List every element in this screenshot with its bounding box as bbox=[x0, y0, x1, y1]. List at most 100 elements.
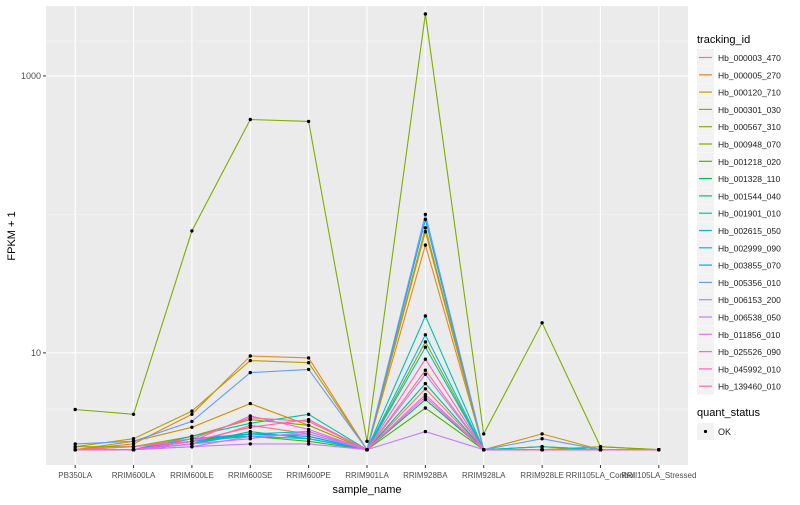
data-point bbox=[306, 434, 311, 438]
data-point bbox=[248, 117, 252, 122]
data-point bbox=[306, 423, 311, 427]
legend-label: Hb_002615_050 bbox=[718, 226, 781, 236]
legend-label: Hb_000567_310 bbox=[718, 122, 781, 132]
legend-label: Hb_001901_010 bbox=[718, 209, 781, 219]
data-point bbox=[190, 445, 194, 449]
data-point bbox=[190, 425, 194, 429]
y-tick-label: 1000 bbox=[21, 71, 41, 81]
legend-label: Hb_006538_050 bbox=[718, 313, 781, 323]
legend-label: Hb_001218_020 bbox=[718, 157, 781, 167]
legend-label: Hb_011856_010 bbox=[718, 330, 781, 340]
data-point bbox=[423, 333, 428, 337]
legend-label: Hb_006153_200 bbox=[718, 295, 781, 305]
data-point bbox=[131, 448, 136, 452]
data-point bbox=[423, 395, 428, 399]
legend-label: Hb_003855_070 bbox=[718, 261, 781, 271]
data-point bbox=[73, 442, 77, 446]
data-point bbox=[423, 340, 428, 344]
data-point bbox=[190, 437, 194, 441]
data-point bbox=[423, 357, 428, 361]
legend-label: Hb_000301_030 bbox=[718, 105, 781, 115]
data-point bbox=[423, 230, 428, 234]
point-legend-label: OK bbox=[718, 427, 731, 437]
data-point bbox=[598, 445, 603, 449]
y-tick-label: 10 bbox=[31, 348, 41, 358]
x-tick-label: RRIM600SE bbox=[228, 471, 272, 480]
data-point bbox=[73, 448, 77, 452]
axes-layer: 10 1000 PB350LA RRIM600LA RRIM600LE RRIM600SE… bbox=[21, 71, 696, 480]
data-point bbox=[482, 448, 486, 452]
x-tick-label: RRIM928BA bbox=[403, 471, 448, 480]
data-point bbox=[248, 358, 252, 363]
x-tick-label: PB350LA bbox=[58, 471, 92, 480]
data-point bbox=[423, 372, 428, 376]
data-point bbox=[423, 243, 428, 247]
data-point bbox=[306, 419, 311, 424]
x-tick-label: RRIM928LE bbox=[520, 471, 564, 480]
legend-label: Hb_000005_270 bbox=[718, 70, 781, 80]
data-point bbox=[540, 448, 544, 452]
legend-label: Hb_000948_070 bbox=[718, 140, 781, 150]
data-point bbox=[248, 434, 252, 438]
data-point bbox=[131, 442, 136, 446]
data-point bbox=[423, 406, 428, 410]
data-point bbox=[73, 445, 77, 449]
data-point bbox=[540, 445, 544, 449]
data-point bbox=[423, 314, 428, 318]
legend-label: Hb_001328_110 bbox=[718, 174, 781, 184]
x-tick-label: RRIM600LA bbox=[112, 471, 156, 480]
data-point bbox=[423, 381, 428, 386]
data-point bbox=[365, 439, 369, 443]
data-point bbox=[248, 401, 252, 406]
x-tick-label: RRIM928LA bbox=[462, 471, 506, 480]
data-point bbox=[423, 226, 428, 230]
data-point bbox=[248, 354, 252, 358]
data-points-layer bbox=[73, 12, 661, 452]
data-point bbox=[657, 448, 661, 452]
data-point bbox=[248, 432, 252, 436]
point-legend-title: quant_status bbox=[697, 407, 760, 419]
data-point bbox=[190, 412, 194, 416]
data-point bbox=[190, 442, 194, 446]
legend-label: Hb_025526_090 bbox=[718, 347, 781, 357]
legend-label: Hb_005356_010 bbox=[718, 278, 781, 288]
data-point bbox=[423, 345, 428, 349]
data-point bbox=[248, 370, 252, 375]
data-point bbox=[73, 407, 77, 412]
data-point bbox=[598, 448, 603, 452]
data-point bbox=[423, 387, 428, 391]
data-point bbox=[248, 425, 252, 429]
legend-label: Hb_139460_010 bbox=[718, 382, 781, 392]
data-point bbox=[131, 439, 136, 443]
data-point bbox=[190, 434, 194, 438]
data-point bbox=[248, 442, 252, 446]
legend: tracking_id Hb_000003_470Hb_000005_270Hb… bbox=[697, 34, 781, 440]
legend-label: Hb_000120_710 bbox=[718, 88, 781, 98]
data-point bbox=[306, 119, 311, 124]
data-point bbox=[423, 217, 428, 222]
data-point bbox=[131, 412, 136, 416]
data-point bbox=[190, 409, 194, 413]
data-point bbox=[540, 321, 544, 325]
legend-label: Hb_000003_470 bbox=[718, 53, 781, 63]
legend-label: Hb_045992_010 bbox=[718, 364, 781, 374]
x-tick-label: RRIM600PE bbox=[286, 471, 330, 480]
data-point bbox=[306, 427, 311, 432]
data-point bbox=[306, 439, 311, 443]
data-point bbox=[306, 412, 311, 416]
data-point bbox=[423, 368, 428, 372]
x-tick-label: RRII105LA_Stressed bbox=[621, 471, 696, 480]
data-point bbox=[482, 432, 486, 436]
data-point bbox=[190, 439, 194, 443]
y-axis-label: FPKM + 1 bbox=[6, 211, 18, 260]
x-tick-label: RRIM600LE bbox=[170, 471, 214, 480]
grid-layer bbox=[46, 6, 688, 465]
data-point bbox=[306, 442, 311, 446]
data-point bbox=[423, 12, 428, 16]
data-point bbox=[131, 437, 136, 441]
legend-items: Hb_000003_470 Hb_000005_270 Hb_000120_710 H… bbox=[697, 49, 781, 395]
data-point bbox=[540, 437, 544, 441]
legend-label: Hb_002999_090 bbox=[718, 243, 781, 253]
